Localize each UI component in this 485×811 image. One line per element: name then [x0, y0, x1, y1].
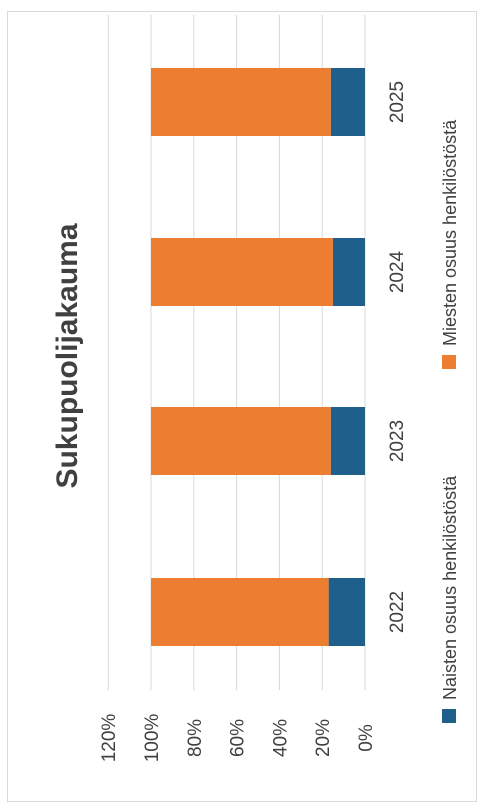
bar-naiset-2024: [332, 238, 365, 306]
bar-miehet-2023: [151, 407, 331, 475]
bar-naiset-2022: [328, 578, 365, 646]
category-label-2023: 2023: [387, 420, 408, 462]
category-label-2022: 2022: [387, 591, 408, 633]
bar-naiset-2023: [330, 407, 365, 475]
value-tick-label: 60%: [228, 719, 249, 757]
value-tick-label: 0%: [356, 724, 377, 752]
legend: Naisten osuus henkilöstöstä Miesten osuu…: [440, 119, 460, 723]
category-label-2025: 2025: [387, 81, 408, 123]
value-tick-label: 80%: [185, 719, 206, 757]
bar-miehet-2022: [151, 578, 329, 646]
value-tick-label: 100%: [142, 714, 163, 763]
value-axis-tick-labels: 0% 20% 40% 60% 80% 100% 120%: [99, 714, 377, 763]
legend-label-naiset: Naisten osuus henkilöstöstä: [440, 475, 460, 700]
bar-miehet-2025: [151, 68, 331, 136]
value-tick-label: 120%: [99, 714, 120, 763]
bar-naiset-2025: [330, 68, 365, 136]
value-tick-label: 40%: [270, 719, 291, 757]
legend-swatch-naiset: [442, 709, 456, 723]
category-label-2024: 2024: [387, 250, 408, 293]
legend-swatch-miehet: [442, 355, 456, 369]
value-tick-label: 20%: [313, 719, 334, 757]
legend-label-miehet: Miesten osuus henkilöstöstä: [440, 119, 460, 346]
chart-title: Sukupuolijakauma: [51, 223, 84, 488]
bars: [151, 68, 365, 646]
chart-frame: [7, 11, 477, 802]
bar-miehet-2024: [151, 238, 333, 306]
category-labels: 2022 2023 2024 2025: [387, 81, 408, 633]
